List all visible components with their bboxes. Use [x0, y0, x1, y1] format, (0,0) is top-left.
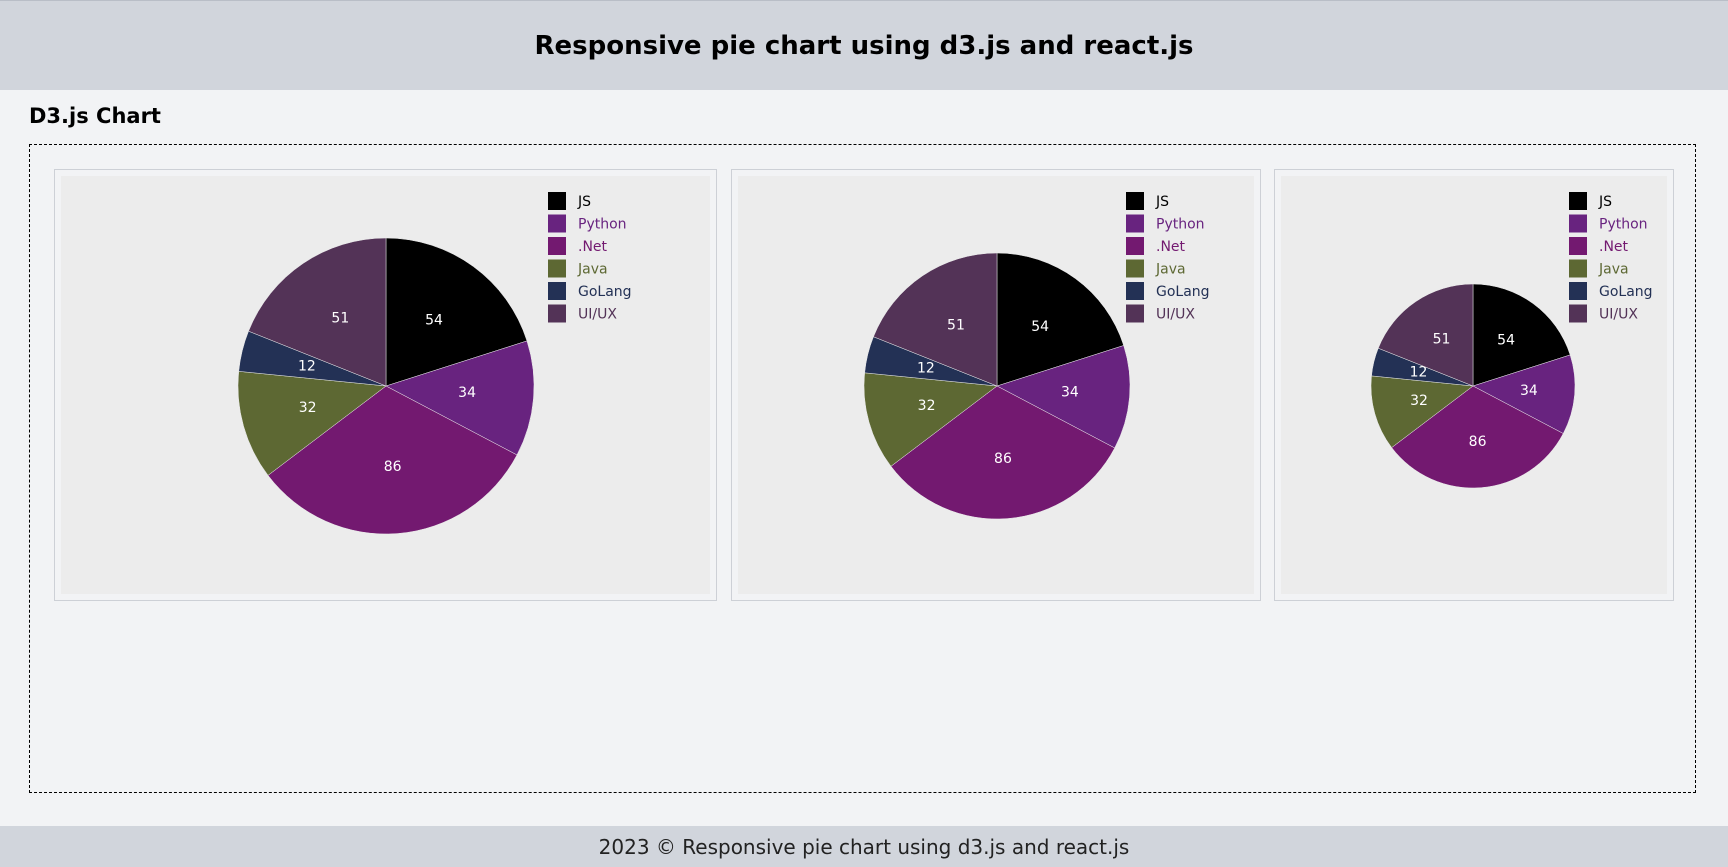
- slice-value-label: 51: [1433, 332, 1451, 348]
- legend-swatch-python: [1569, 214, 1587, 233]
- pie-slice-ui-ux: [248, 237, 387, 387]
- legend-label-ui-ux: UI/UX: [578, 307, 617, 323]
- pie-slice-ui-ux: [1377, 283, 1474, 387]
- slice-value-label: 34: [1520, 383, 1538, 399]
- pie-slice-net: [890, 385, 1116, 520]
- pie-slice-net: [267, 385, 518, 535]
- footer-text: 2023 © Responsive pie chart using d3.js …: [598, 834, 1130, 859]
- legend-swatch-golang: [1569, 282, 1587, 300]
- pie-slice-python: [996, 345, 1131, 449]
- slice-value-label: 54: [425, 312, 443, 328]
- pie-slice-python: [385, 340, 535, 456]
- slice-value-label: 51: [947, 317, 965, 333]
- pie-chart-3: 54 34 86 32 12 51 JS Python .Net Java GoLang UI/UX: [1370, 192, 1653, 489]
- slice-value-label: 32: [1410, 393, 1428, 409]
- legend-swatch-ui-ux: [1569, 304, 1587, 323]
- slice-value-label: 86: [994, 451, 1012, 467]
- page-footer: 2023 © Responsive pie chart using d3.js …: [0, 826, 1728, 867]
- legend-swatch-js: [1126, 192, 1144, 210]
- pie-slice-net: [1391, 385, 1564, 489]
- legend-swatch-golang: [548, 282, 566, 300]
- legend-label-java: Java: [1155, 262, 1186, 278]
- slice-value-label: 51: [331, 311, 349, 327]
- legend-label-ui-ux: UI/UX: [1156, 307, 1195, 323]
- legend-swatch-net: [1569, 237, 1587, 255]
- legend-label-python: Python: [1156, 217, 1205, 233]
- legend-label-java: Java: [577, 262, 608, 278]
- pie-chart-2: 54 34 86 32 12 51 JS Python .Net Java GoLang UI/UX: [863, 192, 1210, 520]
- pie-slice-js: [996, 252, 1124, 387]
- pie-chart-1: 54 34 86 32 12 51 JS Python .Net Java GoLang UI/UX: [237, 192, 632, 535]
- legend-label-js: JS: [577, 194, 591, 210]
- legend-label-net: .Net: [578, 239, 608, 255]
- legend-label-golang: GoLang: [578, 284, 632, 300]
- page-title: Responsive pie chart using d3.js and rea…: [534, 30, 1194, 61]
- legend-label-js: JS: [1598, 194, 1612, 210]
- legend-swatch-js: [548, 192, 566, 210]
- legend-swatch-python: [1126, 214, 1144, 233]
- slice-value-label: 12: [1410, 365, 1428, 381]
- slice-value-label: 54: [1031, 319, 1049, 335]
- slice-value-label: 86: [384, 459, 402, 475]
- pie-chart-card-2: 54 34 86 32 12 51 JS Python .Net Java GoLang UI/UX: [731, 169, 1261, 601]
- legend-swatch-java: [1569, 259, 1587, 278]
- legend-swatch-net: [548, 237, 566, 255]
- slice-value-label: 12: [298, 359, 316, 375]
- slice-value-label: 34: [1061, 384, 1079, 400]
- pie-slice-python: [1472, 354, 1576, 434]
- legend-label-net: .Net: [1156, 239, 1186, 255]
- legend-label-golang: GoLang: [1599, 284, 1653, 300]
- pie-slice-java: [1370, 375, 1474, 448]
- section-title: D3.js Chart: [29, 104, 161, 128]
- pie-slice-js: [1472, 283, 1571, 387]
- legend-swatch-java: [1126, 259, 1144, 278]
- pie-chart-card-3: 54 34 86 32 12 51 JS Python .Net Java GoLang UI/UX: [1274, 169, 1674, 601]
- legend-label-net: .Net: [1599, 239, 1629, 255]
- legend-label-golang: GoLang: [1156, 284, 1210, 300]
- page-header: Responsive pie chart using d3.js and rea…: [0, 0, 1728, 90]
- legend-label-ui-ux: UI/UX: [1599, 307, 1638, 323]
- legend-swatch-ui-ux: [548, 304, 566, 323]
- legend-label-python: Python: [578, 217, 627, 233]
- legend-swatch-python: [548, 214, 566, 233]
- chart-container: 54 34 86 32 12 51 JS Python .Net Java GoLang UI/UX …: [29, 144, 1696, 793]
- legend-swatch-java: [548, 259, 566, 278]
- legend-swatch-js: [1569, 192, 1587, 210]
- slice-value-label: 34: [458, 385, 476, 401]
- slice-value-label: 86: [1469, 434, 1487, 450]
- pie-slice-java: [237, 371, 387, 476]
- slice-value-label: 32: [299, 400, 317, 416]
- slice-value-label: 54: [1497, 333, 1515, 349]
- pie-slice-js: [385, 237, 528, 387]
- legend-swatch-golang: [1126, 282, 1144, 300]
- slice-value-label: 12: [917, 361, 935, 377]
- pie-chart-card-1: 54 34 86 32 12 51 JS Python .Net Java GoLang UI/UX: [54, 169, 717, 601]
- legend-label-js: JS: [1155, 194, 1169, 210]
- legend-label-java: Java: [1598, 262, 1629, 278]
- legend-swatch-net: [1126, 237, 1144, 255]
- legend-swatch-ui-ux: [1126, 304, 1144, 323]
- pie-slice-java: [863, 372, 998, 467]
- legend-label-python: Python: [1599, 217, 1648, 233]
- slice-value-label: 32: [918, 398, 936, 414]
- pie-slice-ui-ux: [873, 252, 998, 387]
